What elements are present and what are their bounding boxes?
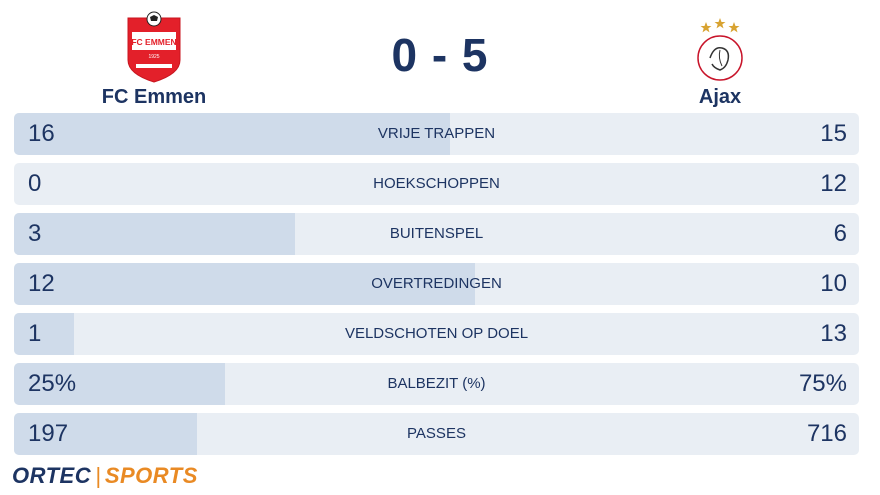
away-value: 716 — [806, 420, 847, 447]
home-share-bar — [14, 113, 451, 155]
stat-row-overtredingen: 12 OVERTREDINGEN 10 — [14, 263, 859, 305]
home-team-name: FC Emmen — [101, 86, 207, 108]
home-value: 16 — [28, 120, 55, 147]
stats-table: 16 VRIJE TRAPPEN 15 0 HOEKSCHOPPEN 12 3 … — [14, 113, 859, 463]
home-share-bar — [14, 313, 74, 355]
stat-label: OVERTREDINGEN — [371, 275, 502, 292]
stat-label: PASSES — [407, 425, 466, 442]
brand-separator: | — [95, 463, 101, 488]
fc-emmen-crest-icon: FC EMMEN 1925 — [127, 11, 181, 83]
brand-sports: SPORTS — [104, 463, 198, 488]
stat-row-passes: 197 PASSES 716 — [14, 413, 859, 455]
away-value: 12 — [820, 170, 847, 197]
away-value: 75% — [798, 370, 847, 397]
home-value: 197 — [28, 420, 69, 447]
home-value: 1 — [28, 320, 42, 347]
away-team-name: Ajax — [698, 86, 742, 108]
ortec-sports-logo: ORTEC | SPORTS — [12, 462, 198, 490]
home-share-bar — [14, 213, 296, 255]
away-team: Ajax — [620, 8, 820, 109]
stat-label: HOEKSCHOPPEN — [373, 175, 500, 192]
match-score: 0 - 5 — [391, 29, 489, 81]
away-value: 15 — [820, 120, 847, 147]
home-share-bar — [14, 263, 475, 305]
svg-text:1925: 1925 — [148, 54, 159, 60]
stat-label: BUITENSPEL — [389, 225, 484, 242]
home-share-bar — [14, 413, 197, 455]
svg-text:FC EMMEN: FC EMMEN — [131, 37, 176, 47]
stat-row-veldschoten-op-doel: 1 VELDSCHOTEN OP DOEL 13 — [14, 313, 859, 355]
ajax-crest-icon — [697, 18, 743, 81]
home-value: 12 — [28, 270, 55, 297]
away-value: 6 — [833, 220, 847, 247]
stat-row-vrije-trappen: 16 VRIJE TRAPPEN 15 — [14, 113, 859, 155]
stat-row-buitenspel: 3 BUITENSPEL 6 — [14, 213, 859, 255]
stat-label: VRIJE TRAPPEN — [377, 125, 496, 142]
stat-label: BALBEZIT (%) — [387, 375, 486, 392]
match-header: FC EMMEN 1925 FC Emmen 0 - 5 Ajax — [0, 0, 880, 112]
stat-row-hoekschoppen: 0 HOEKSCHOPPEN 12 — [14, 163, 859, 205]
home-share-bar — [14, 363, 226, 405]
away-value: 13 — [820, 320, 847, 347]
stat-row-balbezit: 25% BALBEZIT (%) 75% — [14, 363, 859, 405]
home-team: FC EMMEN 1925 FC Emmen — [54, 8, 254, 109]
brand-ortec: ORTEC — [12, 463, 92, 488]
stat-label: VELDSCHOTEN OP DOEL — [344, 325, 529, 342]
home-value: 3 — [28, 220, 42, 247]
home-value: 25% — [28, 370, 77, 397]
away-value: 10 — [820, 270, 847, 297]
home-value: 0 — [28, 170, 42, 197]
